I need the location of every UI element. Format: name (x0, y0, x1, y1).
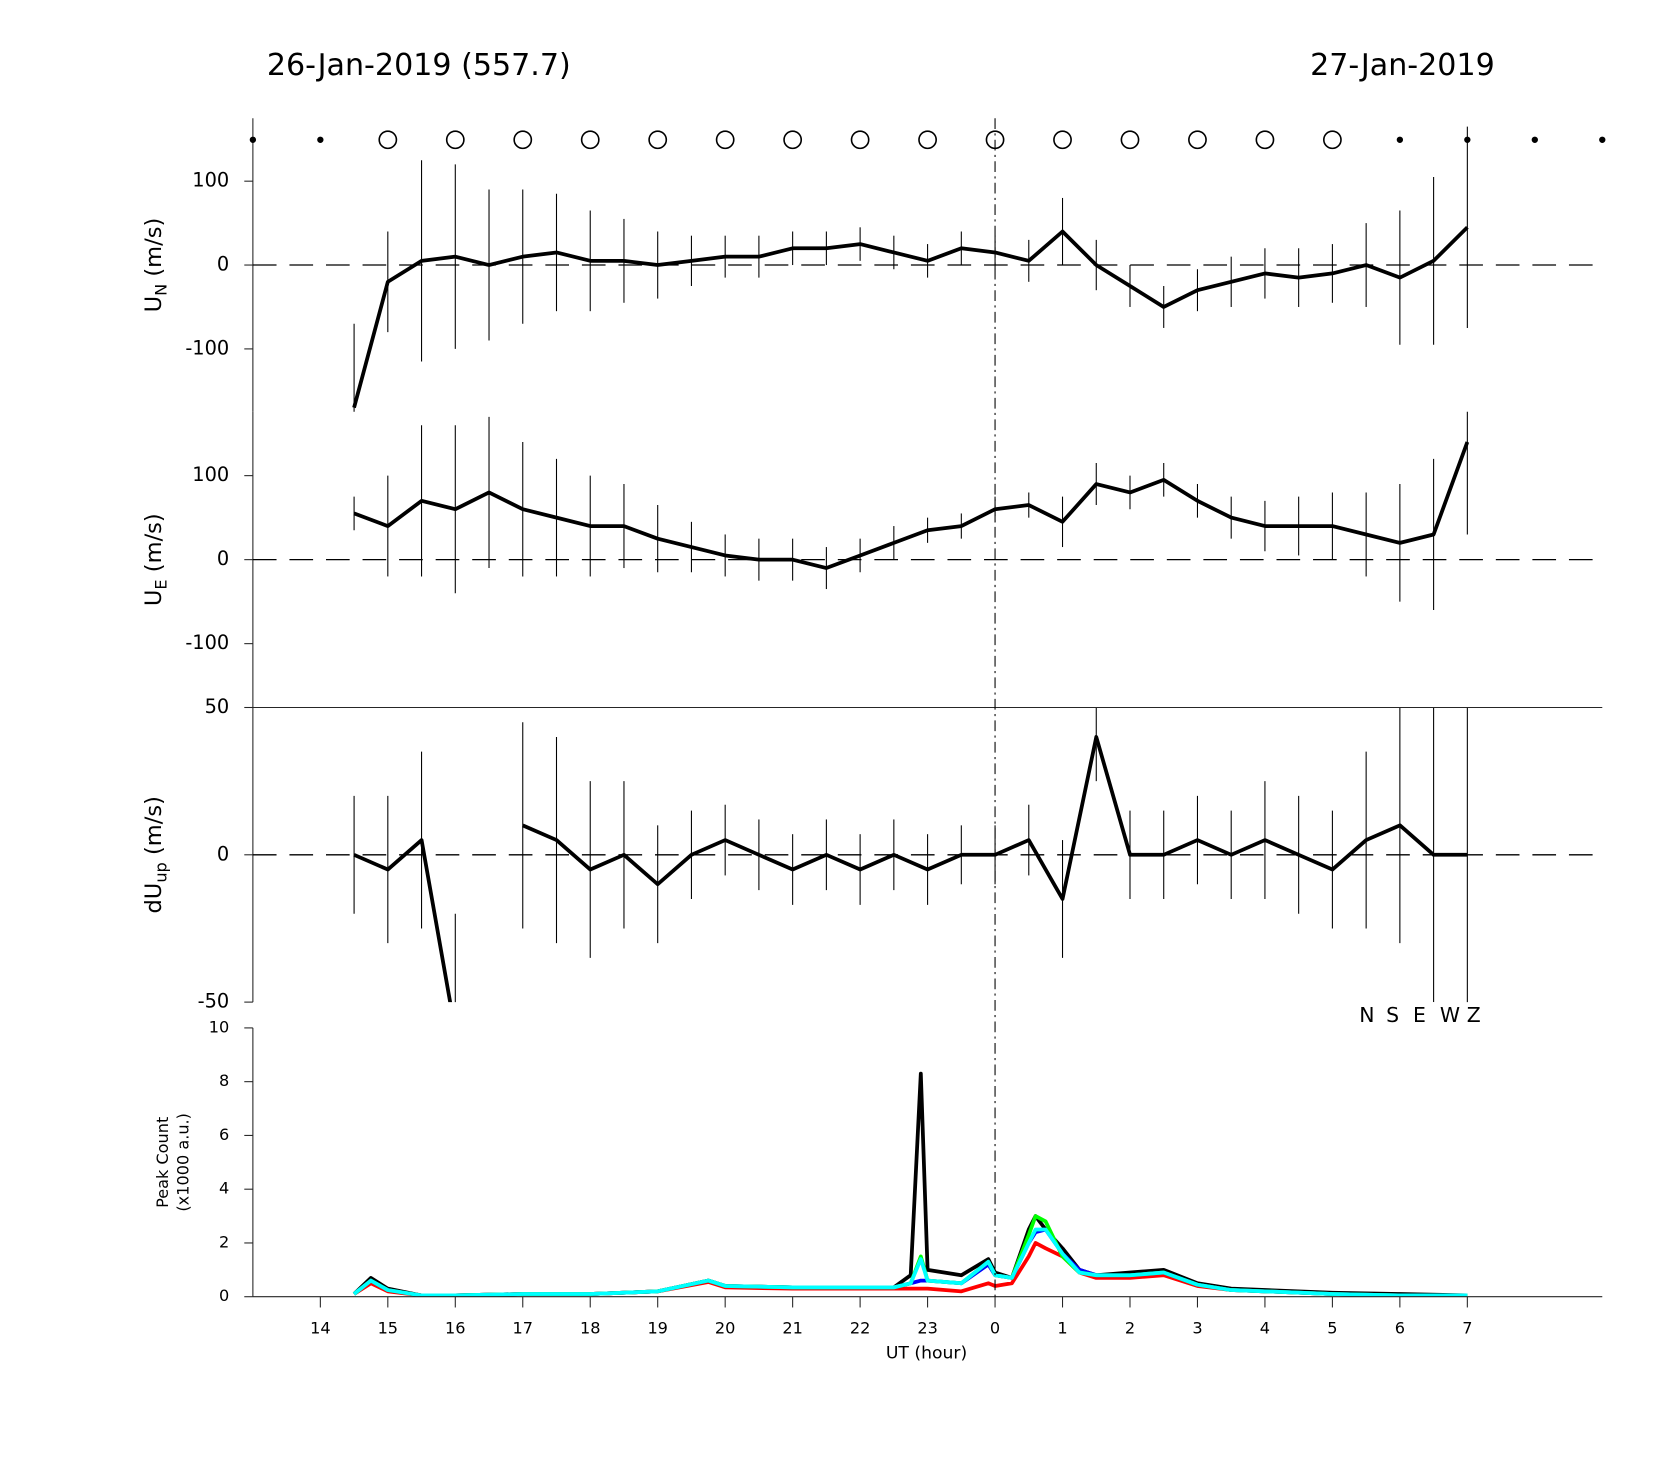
status-marker (1599, 136, 1606, 143)
status-marker (1464, 136, 1471, 143)
x-tick-label: 5 (1327, 1318, 1337, 1337)
x-tick-label: 2 (1125, 1318, 1135, 1337)
plot-area (352, 1071, 1468, 1297)
y-label-unit: (m/s) (140, 513, 166, 579)
legend-entry: W (1440, 1003, 1460, 1027)
x-tick-label: 22 (850, 1318, 871, 1337)
status-marker (783, 130, 803, 150)
status-marker (580, 130, 600, 150)
status-marker (1322, 130, 1342, 150)
y-tick-label: 0 (217, 253, 229, 276)
y-label-sub: N (151, 284, 170, 296)
y-label-unit: (m/s) (140, 218, 166, 284)
status-marker (1188, 130, 1207, 150)
y-tick-label: 4 (219, 1179, 229, 1198)
y-axis-label: Peak Count (153, 1117, 172, 1208)
y-axis-label: (x1000 a.u.) (174, 1113, 193, 1212)
y-axis-label: dUup (m/s) (140, 796, 170, 913)
status-marker (1053, 130, 1072, 150)
x-tick-label: 19 (647, 1318, 668, 1337)
status-marker (918, 130, 937, 150)
y-tick-label: 100 (192, 169, 229, 192)
status-marker (317, 136, 324, 143)
y-label-main: dU (140, 883, 166, 914)
y-tick-label: 10 (209, 1017, 230, 1036)
plot-area (353, 707, 1468, 1003)
x-axis-label: UT (hour) (886, 1344, 967, 1364)
x-tick-label: 15 (378, 1318, 399, 1337)
x-tick-label: 17 (513, 1318, 534, 1337)
y-label-main: U (140, 590, 166, 607)
x-tick-label: 4 (1260, 1318, 1270, 1337)
title-right: 27-Jan-2019 (1310, 48, 1495, 83)
y-tick-label: -100 (185, 631, 229, 654)
y-tick-label: 0 (219, 1286, 229, 1305)
x-tick-label: 20 (715, 1318, 736, 1337)
x-tick-label: 14 (310, 1318, 331, 1337)
x-tick-label: 3 (1192, 1318, 1202, 1337)
status-marker (445, 130, 465, 150)
data-line (353, 735, 1468, 1003)
data-line (352, 1227, 1468, 1297)
data-line (352, 225, 1469, 409)
status-marker (1120, 130, 1140, 150)
x-tick-label: 7 (1462, 1318, 1472, 1337)
status-marker (648, 130, 668, 150)
legend-entry: N (1359, 1003, 1374, 1027)
y-label-unit: (m/s) (140, 796, 166, 862)
y-label-sub: E (151, 579, 170, 589)
status-marker (378, 130, 398, 150)
status-marker (1396, 136, 1404, 143)
y-axis-label: UN (m/s) (140, 218, 170, 313)
title-left: 26-Jan-2019 (557.7) (267, 48, 571, 83)
status-marker (1255, 130, 1275, 150)
y-tick-label: 100 (192, 463, 229, 486)
status-marker (249, 136, 257, 143)
y-label-sub: up (151, 862, 170, 882)
y-tick-label: 2 (219, 1232, 229, 1251)
plot-area (352, 126, 1469, 412)
plot-area (353, 411, 1470, 611)
y-tick-label: 6 (219, 1125, 229, 1144)
y-tick-label: 50 (205, 695, 230, 718)
x-tick-label: 6 (1395, 1318, 1405, 1337)
x-tick-label: 1 (1057, 1318, 1067, 1337)
y-axis-label: UE (m/s) (140, 513, 170, 606)
data-line (353, 441, 1470, 570)
y-tick-label: -100 (185, 336, 229, 359)
status-marker (715, 130, 735, 150)
y-tick-label: 8 (219, 1071, 229, 1090)
y-tick-label: -50 (198, 990, 230, 1013)
y-label-main: U (140, 296, 166, 313)
y-tick-label: 0 (217, 842, 229, 865)
legend-entry: Z (1467, 1003, 1481, 1027)
x-tick-label: 21 (782, 1318, 803, 1337)
x-tick-label: 18 (580, 1318, 601, 1337)
status-marker (1531, 136, 1538, 143)
y-tick-label: 0 (217, 547, 229, 570)
x-tick-label: 16 (445, 1318, 466, 1337)
status-marker (513, 130, 533, 150)
x-tick-label: 0 (990, 1318, 1000, 1337)
legend-entry: S (1386, 1003, 1399, 1027)
x-tick-label: 23 (917, 1318, 938, 1337)
status-marker (850, 130, 870, 150)
legend-entry: E (1413, 1003, 1426, 1027)
data-line (352, 1071, 1468, 1297)
